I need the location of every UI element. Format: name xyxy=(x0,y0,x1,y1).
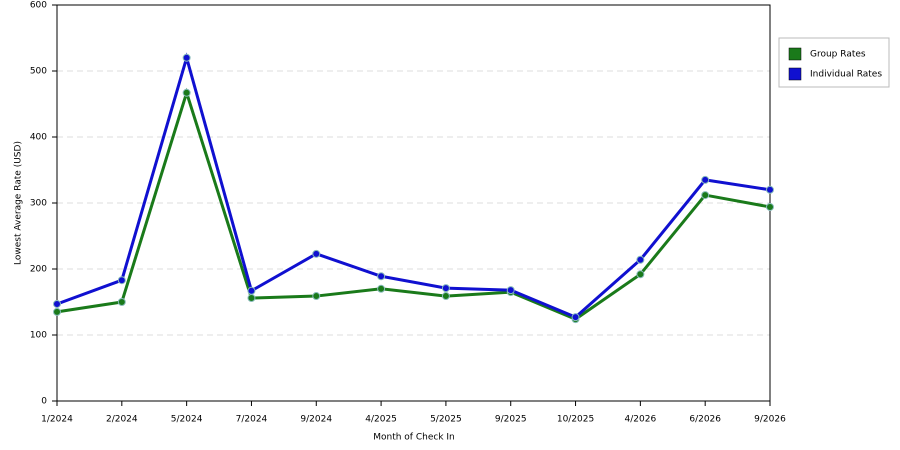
x-tick-label: 5/2024 xyxy=(171,415,203,425)
y-axis-label: Lowest Average Rate (USD) xyxy=(14,141,24,265)
point xyxy=(247,286,256,295)
legend-swatch xyxy=(788,67,802,81)
series-line xyxy=(56,52,771,319)
x-tick-label: 4/2025 xyxy=(365,415,397,425)
legend-swatch xyxy=(788,47,802,61)
x-axis-label: Month of Check In xyxy=(373,433,455,443)
point xyxy=(53,307,61,316)
x-tick-label: 2/2024 xyxy=(106,415,138,425)
point xyxy=(766,185,774,194)
point xyxy=(506,286,515,295)
point xyxy=(182,88,191,97)
plot-frame xyxy=(56,4,771,402)
y-tick-label: 500 xyxy=(30,67,47,77)
point xyxy=(312,292,321,301)
point xyxy=(182,53,191,62)
x-tick-label: 1/2024 xyxy=(41,415,73,425)
legend-label: Individual Rates xyxy=(810,70,882,80)
point xyxy=(441,284,450,293)
point xyxy=(312,249,321,258)
x-tick-label: 6/2026 xyxy=(689,415,721,425)
point xyxy=(766,202,774,211)
point xyxy=(117,276,126,285)
series-line xyxy=(56,87,771,321)
point xyxy=(636,255,645,264)
x-tick-label: 9/2026 xyxy=(754,415,786,425)
point xyxy=(117,298,126,306)
x-tick-label: 7/2024 xyxy=(236,415,268,425)
x-tick-label: 5/2025 xyxy=(430,415,462,425)
x-tick-label: 9/2025 xyxy=(495,415,527,425)
point xyxy=(377,284,386,293)
x-tick-label: 10/2025 xyxy=(557,415,594,425)
point xyxy=(377,272,386,281)
point xyxy=(571,313,580,322)
y-tick-label: 300 xyxy=(30,199,47,209)
y-tick-label: 600 xyxy=(30,1,47,11)
x-tick-label: 9/2024 xyxy=(300,415,332,425)
point xyxy=(247,294,256,303)
y-tick-label: 100 xyxy=(30,331,47,341)
point xyxy=(701,175,710,184)
y-tick-label: 400 xyxy=(30,133,47,143)
point xyxy=(441,292,450,301)
legend-label: Group Rates xyxy=(810,50,866,60)
y-tick-label: 200 xyxy=(30,265,47,275)
y-tick-label: 0 xyxy=(41,397,47,407)
point xyxy=(636,270,645,279)
x-tick-label: 4/2026 xyxy=(625,415,657,425)
point xyxy=(701,191,710,200)
point xyxy=(53,299,61,308)
